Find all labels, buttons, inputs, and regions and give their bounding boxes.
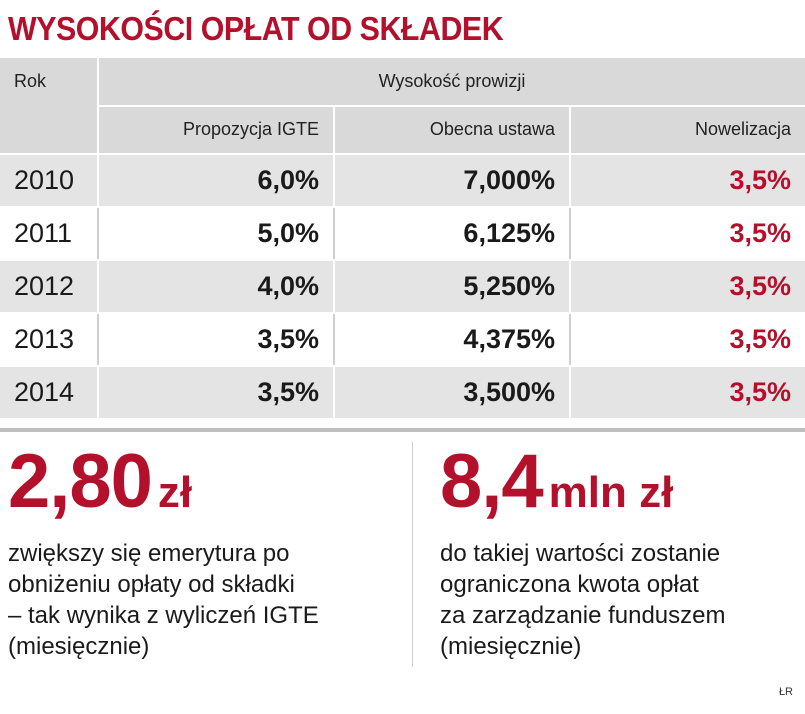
cell-obecna: 4,375% — [335, 314, 569, 365]
cell-igte: 3,5% — [99, 314, 333, 365]
stat-pension-description: zwiększy się emerytura po obniżeniu opła… — [8, 538, 319, 662]
description-line: za zarządzanie funduszem — [440, 602, 726, 629]
cell-nowelizacja: 3,5% — [571, 314, 805, 365]
column-header-label: Propozycja IGTE — [182, 119, 319, 139]
cell-obecna: 7,000% — [335, 155, 569, 206]
column-header-obecna: Obecna ustawa — [335, 107, 569, 153]
description-line: (miesięcznie) — [440, 633, 582, 660]
author-credit: ŁR — [778, 686, 793, 698]
stat-unit: mln zł — [548, 468, 674, 517]
group-header-label: Wysokość prowizji — [378, 71, 526, 91]
table-row: 2014 3,5% 3,500% 3,5% — [0, 367, 805, 418]
stat-pension-increase: 2,80 zł — [8, 438, 192, 525]
group-header: Wysokość prowizji — [99, 58, 805, 105]
page-title: WYSOKOŚCI OPŁAT OD SKŁADEK — [8, 10, 504, 47]
column-divider — [569, 208, 571, 259]
cell-igte: 6,0% — [99, 155, 333, 206]
column-header-nowelizacja: Nowelizacja — [571, 107, 805, 153]
stats-divider — [412, 442, 413, 667]
stat-fee-limit: 8,4 mln zł — [440, 438, 673, 525]
cell-year: 2012 — [0, 261, 97, 312]
stat-fee-description: do takiej wartości zostanie ograniczona … — [440, 538, 726, 662]
cell-year: 2010 — [0, 155, 97, 206]
cell-nowelizacja: 3,5% — [571, 367, 805, 418]
cell-year: 2011 — [0, 208, 97, 259]
cell-obecna: 3,500% — [335, 367, 569, 418]
stat-number: 2,80 — [8, 439, 153, 524]
table-bottom-rule — [0, 428, 805, 432]
column-divider — [333, 314, 335, 365]
year-column-header: Rok — [0, 58, 97, 153]
description-line: – tak wynika z wyliczeń IGTE — [8, 602, 319, 629]
cell-nowelizacja: 3,5% — [571, 208, 805, 259]
table-body: 2010 6,0% 7,000% 3,5% 2011 5,0% 6,125% 3… — [0, 155, 805, 420]
description-line: zwiększy się emerytura po — [8, 540, 290, 567]
cell-year: 2013 — [0, 314, 97, 365]
table-row: 2013 3,5% 4,375% 3,5% — [0, 314, 805, 365]
description-line: obniżeniu opłaty od składki — [8, 571, 295, 598]
year-header-label: Rok — [14, 71, 47, 91]
cell-obecna: 5,250% — [335, 261, 569, 312]
description-line: (miesięcznie) — [8, 633, 150, 660]
column-divider — [333, 208, 335, 259]
stat-number: 8,4 — [440, 439, 544, 524]
cell-nowelizacja: 3,5% — [571, 155, 805, 206]
column-header-label: Nowelizacja — [694, 119, 791, 139]
cell-igte: 3,5% — [99, 367, 333, 418]
description-line: ograniczona kwota opłat — [440, 571, 699, 598]
cell-igte: 5,0% — [99, 208, 333, 259]
table-row: 2010 6,0% 7,000% 3,5% — [0, 155, 805, 206]
cell-obecna: 6,125% — [335, 208, 569, 259]
column-divider — [97, 314, 99, 365]
column-header-label: Obecna ustawa — [429, 119, 555, 139]
table-row: 2012 4,0% 5,250% 3,5% — [0, 261, 805, 312]
column-header-igte: Propozycja IGTE — [99, 107, 333, 153]
cell-year: 2014 — [0, 367, 97, 418]
cell-nowelizacja: 3,5% — [571, 261, 805, 312]
cell-igte: 4,0% — [99, 261, 333, 312]
column-divider — [569, 314, 571, 365]
description-line: do takiej wartości zostanie — [440, 540, 721, 567]
table-row: 2011 5,0% 6,125% 3,5% — [0, 208, 805, 259]
stat-unit: zł — [157, 468, 193, 517]
column-divider — [97, 208, 99, 259]
